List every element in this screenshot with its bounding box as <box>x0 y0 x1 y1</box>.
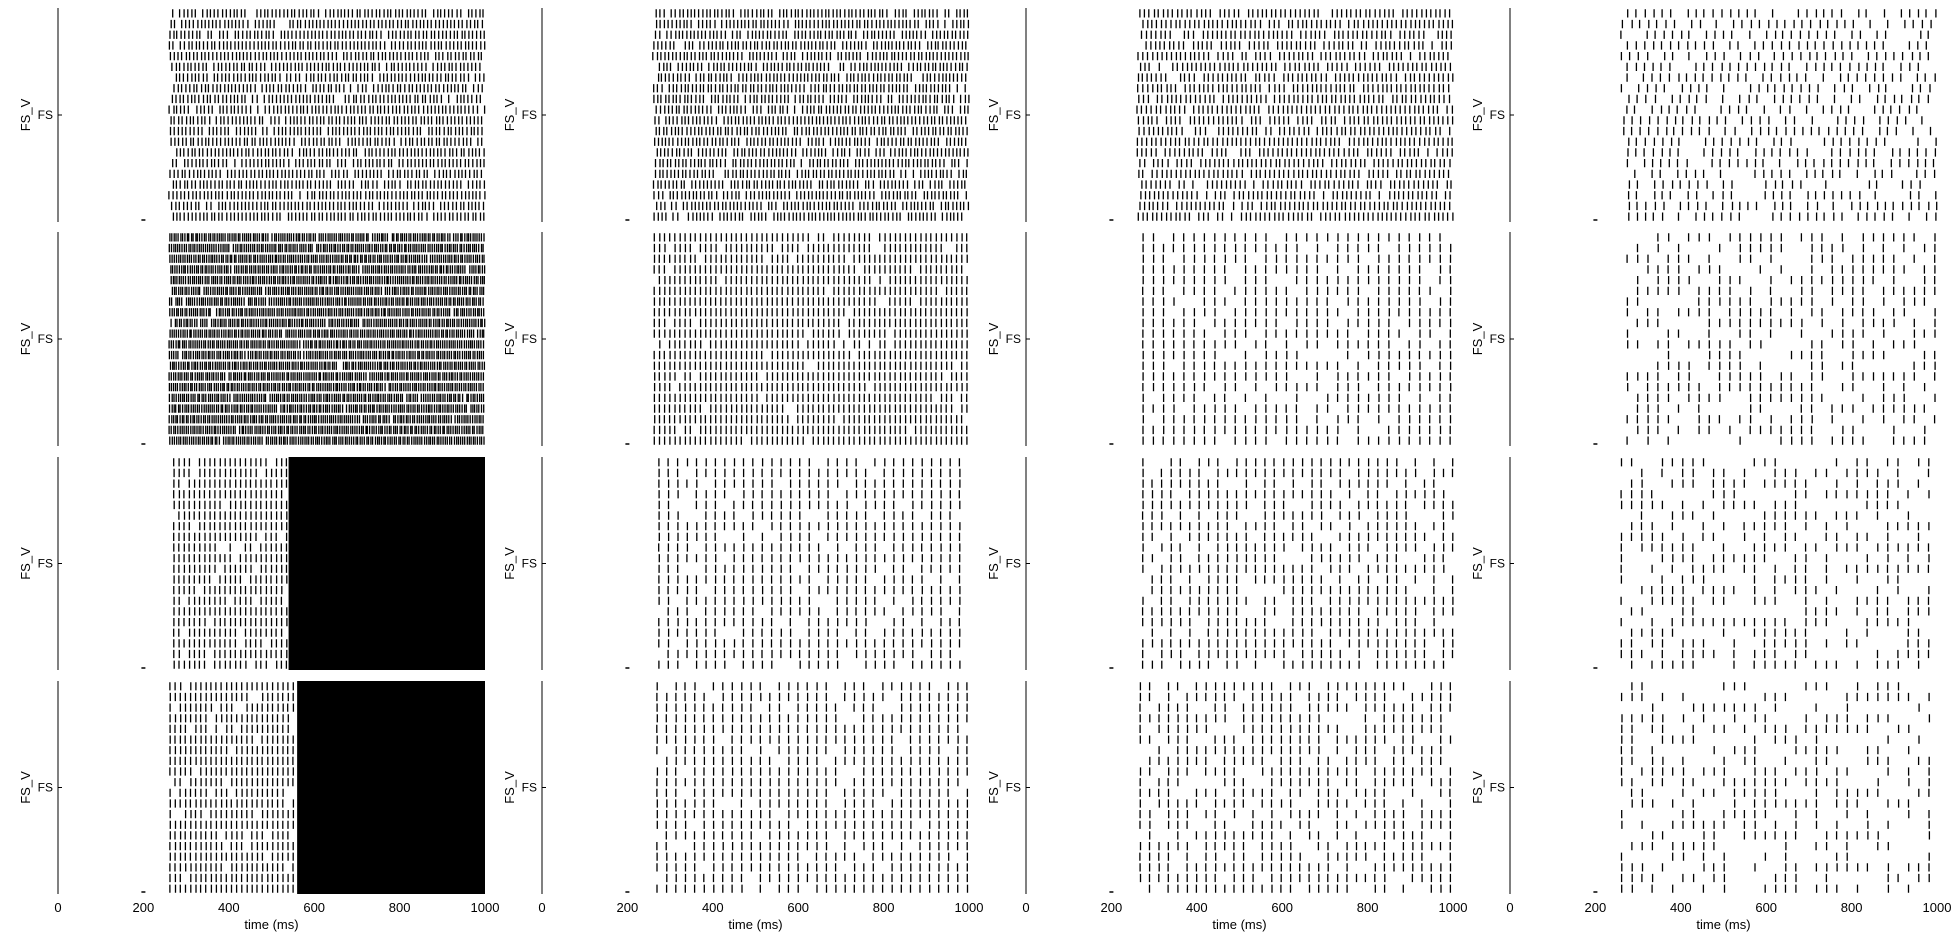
y-axis-label: FS_V <box>18 771 33 804</box>
raster-panel: FS FS_V 0 200 400 600 800 1000 time (ms) <box>18 681 499 932</box>
saturated-block <box>288 457 485 670</box>
spike-ticks <box>1620 458 1930 669</box>
y-tick-label: FS <box>1490 781 1505 795</box>
raster-panel: FS FS_V <box>1470 8 1938 222</box>
raster-panel: FS FS_V <box>18 457 485 670</box>
x-tick-label: 600 <box>1755 900 1777 915</box>
x-tick-label: 400 <box>1670 900 1692 915</box>
y-axis-label: FS_V <box>18 98 33 131</box>
x-tick-label: 400 <box>1186 900 1208 915</box>
y-axis-label: FS_V <box>18 547 33 580</box>
x-axis-label: time (ms) <box>1696 917 1750 932</box>
y-axis-label: FS_V <box>986 98 1001 131</box>
spike-ticks <box>656 682 969 893</box>
raster-panel: FS FS_V <box>1470 232 1936 446</box>
y-axis-label: FS_V <box>502 547 517 580</box>
y-tick-label: FS <box>1006 557 1021 571</box>
spike-ticks <box>1139 682 1452 893</box>
x-tick-label: 800 <box>1841 900 1863 915</box>
x-tick-label: 800 <box>389 900 411 915</box>
y-tick-label: FS <box>38 108 53 122</box>
y-tick-label: FS <box>1006 108 1021 122</box>
y-axis-label: FS_V <box>1470 322 1485 355</box>
spike-ticks <box>1620 682 1931 893</box>
y-tick-label: FS <box>1490 332 1505 346</box>
spike-ticks <box>1141 458 1454 669</box>
y-axis-label: FS_V <box>502 771 517 804</box>
x-tick-label: 1000 <box>1439 900 1468 915</box>
y-axis-label: FS_V <box>502 98 517 131</box>
raster-panel: FS FS_V <box>986 8 1454 222</box>
raster-panel: FS FS_V 0 200 400 600 800 1000 time (ms) <box>986 681 1467 932</box>
raster-panel: FS FS_V <box>986 457 1454 670</box>
raster-panel: FS FS_V <box>502 457 961 670</box>
raster-panel: FS FS_V <box>986 232 1452 446</box>
x-tick-label: 1000 <box>1923 900 1952 915</box>
x-tick-label: 1000 <box>471 900 500 915</box>
x-axis-label: time (ms) <box>244 917 298 932</box>
y-tick-label: FS <box>522 557 537 571</box>
spike-ticks <box>168 9 486 221</box>
raster-panel: FS FS_V 0 200 400 600 800 1000 time (ms) <box>502 681 983 932</box>
x-axis-label: time (ms) <box>728 917 782 932</box>
y-tick-label: FS <box>522 332 537 346</box>
x-tick-label: 600 <box>787 900 809 915</box>
saturated-block <box>297 681 485 894</box>
x-axis-label: time (ms) <box>1212 917 1266 932</box>
y-axis-label: FS_V <box>986 547 1001 580</box>
y-tick-label: FS <box>38 781 53 795</box>
x-tick-label: 400 <box>702 900 724 915</box>
x-tick-label: 0 <box>54 900 61 915</box>
y-tick-label: FS <box>1490 108 1505 122</box>
x-tick-label: 0 <box>538 900 545 915</box>
y-axis-label: FS_V <box>986 771 1001 804</box>
raster-panel: FS FS_V 0 200 400 600 800 1000 time (ms) <box>1470 681 1951 932</box>
y-axis-label: FS_V <box>986 322 1001 355</box>
spike-ticks <box>173 458 288 669</box>
spike-ticks <box>653 233 968 445</box>
y-tick-label: FS <box>38 332 53 346</box>
raster-panel: FS FS_V <box>18 232 486 446</box>
x-tick-label: 200 <box>1101 900 1123 915</box>
y-tick-label: FS <box>522 108 537 122</box>
x-tick-label: 0 <box>1022 900 1029 915</box>
x-tick-label: 200 <box>133 900 155 915</box>
x-tick-label: 1000 <box>955 900 984 915</box>
x-tick-label: 800 <box>1357 900 1379 915</box>
x-tick-label: 200 <box>1585 900 1607 915</box>
spike-ticks <box>169 682 295 893</box>
spike-ticks <box>652 9 970 221</box>
x-tick-label: 800 <box>873 900 895 915</box>
y-tick-label: FS <box>38 557 53 571</box>
spike-ticks <box>1142 233 1452 445</box>
spike-ticks <box>658 458 961 669</box>
spike-ticks <box>1626 233 1936 445</box>
raster-panel: FS FS_V <box>1470 457 1930 670</box>
x-tick-label: 200 <box>617 900 639 915</box>
raster-panel: FS FS_V <box>18 8 486 222</box>
y-tick-label: FS <box>522 781 537 795</box>
y-axis-label: FS_V <box>1470 771 1485 804</box>
y-axis-label: FS_V <box>502 322 517 355</box>
x-tick-label: 600 <box>1271 900 1293 915</box>
y-axis-label: FS_V <box>18 322 33 355</box>
spike-ticks <box>1136 9 1454 221</box>
raster-panel: FS FS_V <box>502 232 968 446</box>
y-axis-label: FS_V <box>1470 547 1485 580</box>
x-tick-label: 600 <box>303 900 325 915</box>
x-tick-label: 400 <box>218 900 240 915</box>
spike-ticks <box>168 233 486 445</box>
spike-ticks <box>1620 9 1938 221</box>
y-tick-label: FS <box>1490 557 1505 571</box>
raster-panel: FS FS_V <box>502 8 970 222</box>
y-tick-label: FS <box>1006 781 1021 795</box>
y-axis-label: FS_V <box>1470 98 1485 131</box>
y-tick-label: FS <box>1006 332 1021 346</box>
x-tick-label: 0 <box>1506 900 1513 915</box>
